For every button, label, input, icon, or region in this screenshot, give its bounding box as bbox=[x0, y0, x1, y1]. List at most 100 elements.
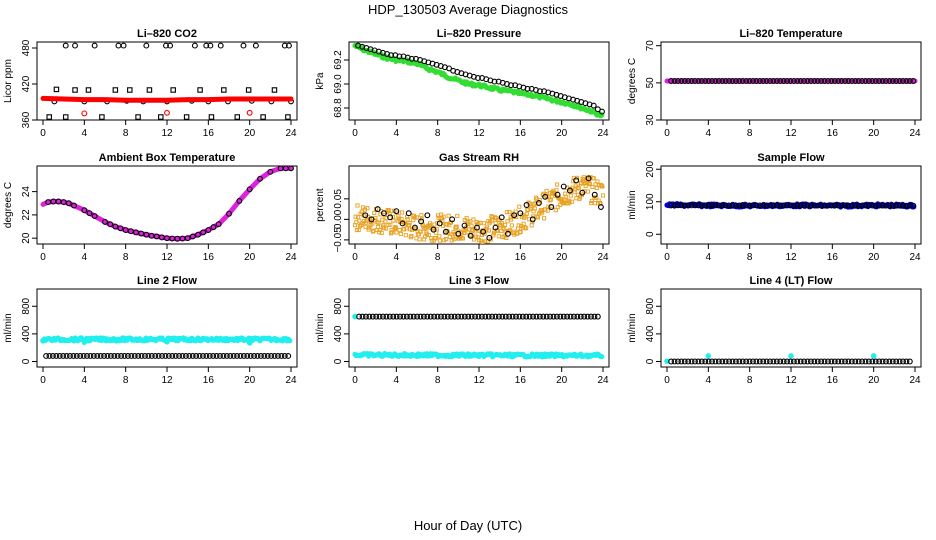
data-point bbox=[811, 202, 818, 209]
data-point bbox=[226, 210, 232, 217]
rh-point bbox=[481, 221, 487, 226]
data-point bbox=[709, 358, 716, 365]
data-point bbox=[498, 214, 505, 221]
data-point bbox=[533, 313, 540, 320]
data-point bbox=[906, 358, 913, 365]
rh-point bbox=[427, 221, 433, 226]
rh-point bbox=[372, 210, 377, 215]
data-point bbox=[780, 358, 787, 365]
data-point bbox=[191, 42, 198, 49]
data-point bbox=[876, 202, 883, 209]
panel-8: Line 4 (LT) Flow 0 4 8 12 16 20 24 0 400 800 ml/min bbox=[627, 275, 922, 386]
rh-point bbox=[387, 208, 392, 213]
data-point bbox=[831, 358, 838, 365]
x-tick-label: 8 bbox=[747, 128, 753, 139]
rh-point bbox=[383, 226, 389, 231]
rh-point bbox=[589, 201, 594, 206]
data-point bbox=[244, 353, 251, 359]
rh-point bbox=[407, 221, 412, 226]
data-point bbox=[872, 202, 879, 209]
rh-point bbox=[437, 234, 442, 239]
data-point bbox=[770, 202, 777, 209]
data-point bbox=[794, 78, 801, 84]
rh-point bbox=[587, 181, 592, 186]
rh-point bbox=[569, 199, 575, 204]
series-line bbox=[40, 95, 294, 103]
data-point bbox=[900, 358, 906, 365]
data-point bbox=[72, 87, 78, 93]
data-point bbox=[591, 313, 598, 320]
rh-point bbox=[429, 236, 434, 241]
data-point bbox=[529, 216, 536, 223]
data-point bbox=[165, 353, 172, 359]
panel-3: Ambient Box Temperature 0 4 8 12 16 20 24 20 22 24… bbox=[3, 152, 298, 263]
data-point bbox=[420, 313, 427, 320]
data-point bbox=[196, 353, 203, 359]
x-tick-label: 24 bbox=[909, 252, 921, 263]
data-point bbox=[186, 353, 193, 359]
x-tick-label: 0 bbox=[352, 252, 358, 263]
data-point bbox=[536, 313, 543, 320]
data-point bbox=[753, 78, 760, 84]
data-point bbox=[65, 200, 72, 207]
x-tick-label: 4 bbox=[394, 252, 400, 263]
data-point bbox=[685, 202, 692, 209]
data-point bbox=[143, 42, 150, 49]
x-tick-label: 8 bbox=[747, 252, 753, 263]
data-point bbox=[206, 353, 213, 359]
x-tick-label: 20 bbox=[868, 128, 880, 139]
data-point bbox=[784, 358, 791, 365]
data-point bbox=[818, 78, 825, 84]
data-layer bbox=[664, 200, 917, 210]
data-point bbox=[145, 353, 152, 359]
rh-point bbox=[462, 231, 467, 236]
data-point bbox=[855, 202, 862, 209]
data-point bbox=[821, 202, 828, 209]
data-point bbox=[579, 189, 586, 196]
data-point bbox=[436, 220, 443, 227]
data-point bbox=[906, 78, 913, 84]
data-point bbox=[688, 358, 695, 365]
data-point bbox=[845, 202, 852, 209]
data-point bbox=[879, 78, 886, 84]
data-point bbox=[821, 78, 828, 84]
data-point bbox=[842, 358, 848, 365]
panel-0: Li–820 CO2 0 4 8 12 16 20 24 360 420 480 Licor ppm bbox=[3, 28, 298, 139]
x-tick-label: 12 bbox=[785, 128, 797, 139]
data-point bbox=[448, 313, 455, 320]
y-tick-label: 0 bbox=[645, 231, 656, 237]
data-point bbox=[111, 353, 118, 359]
rh-point bbox=[359, 209, 364, 214]
data-point bbox=[128, 353, 135, 359]
data-point bbox=[591, 191, 598, 198]
data-point bbox=[86, 210, 93, 217]
y-axis-label: ml/min bbox=[627, 190, 638, 219]
x-tick-label: 0 bbox=[352, 128, 358, 139]
x-tick-label: 24 bbox=[285, 252, 297, 263]
data-point bbox=[189, 233, 196, 240]
data-point bbox=[143, 231, 150, 238]
data-point bbox=[172, 353, 179, 359]
x-tick-label: 20 bbox=[244, 252, 256, 263]
data-point bbox=[838, 78, 845, 84]
rh-point bbox=[567, 200, 572, 205]
rh-point bbox=[376, 220, 381, 225]
rh-point bbox=[460, 236, 465, 241]
data-point bbox=[159, 353, 165, 359]
data-point bbox=[264, 353, 271, 359]
data-point bbox=[685, 358, 692, 365]
data-point bbox=[176, 353, 183, 359]
x-tick-label: 20 bbox=[868, 375, 880, 386]
data-point bbox=[893, 358, 900, 365]
rh-point bbox=[454, 224, 459, 229]
data-point bbox=[451, 313, 458, 320]
x-tick-label: 4 bbox=[394, 128, 400, 139]
data-point bbox=[692, 78, 698, 84]
data-point bbox=[811, 78, 818, 84]
rh-point bbox=[568, 193, 573, 198]
rh-point bbox=[426, 233, 431, 238]
rh-point bbox=[586, 189, 591, 194]
rh-point bbox=[505, 219, 510, 224]
panel-6: Line 2 Flow 0 4 8 12 16 20 24 0 400 800 ml/min bbox=[3, 275, 298, 386]
